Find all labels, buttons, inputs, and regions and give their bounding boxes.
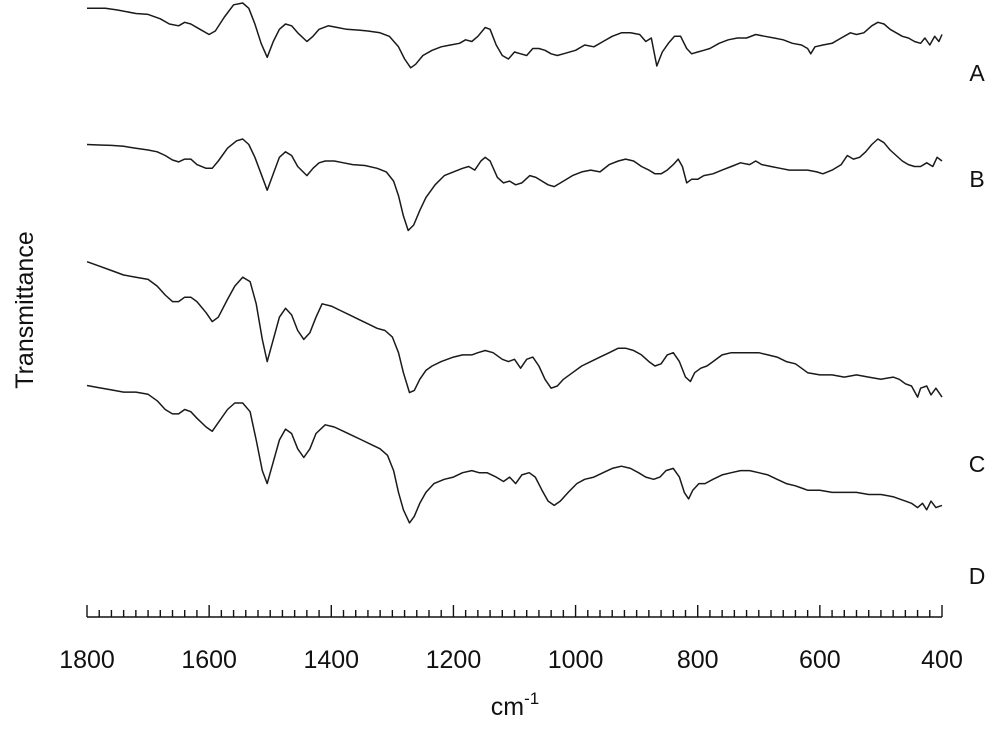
x-tick-label: 1200 [426, 646, 482, 674]
spectrum-line-a [87, 2, 943, 69]
x-tick-label: 1400 [303, 646, 359, 674]
spectrum-line-b [86, 138, 943, 232]
curve-labels: A B C D [969, 60, 986, 589]
x-axis-label-superscript: -1 [524, 689, 539, 708]
x-tick-label: 1800 [59, 646, 115, 674]
x-axis-label: cm-1 [491, 689, 539, 721]
x-tick-label: 400 [921, 646, 963, 674]
x-tick-label: 1600 [181, 646, 237, 674]
x-tick-label: 800 [677, 646, 719, 674]
x-tick-label: 1000 [548, 646, 604, 674]
x-axis-ticks [86, 605, 943, 617]
x-tick-label: 600 [799, 646, 841, 674]
spectrum-line-c [86, 260, 943, 398]
curve-label-b: B [969, 166, 984, 192]
spectrum-line-d [86, 384, 943, 524]
y-axis-label: Transmittance [11, 231, 39, 388]
series-layer [86, 2, 943, 524]
x-axis: 1800 1600 1400 1200 1000 800 600 400 [59, 605, 963, 674]
curve-label-d: D [969, 563, 986, 589]
x-axis-tick-labels: 1800 1600 1400 1200 1000 800 600 400 [59, 646, 963, 674]
curve-label-a: A [969, 60, 985, 86]
x-axis-label-base: cm [491, 693, 524, 721]
curve-label-c: C [969, 451, 986, 477]
